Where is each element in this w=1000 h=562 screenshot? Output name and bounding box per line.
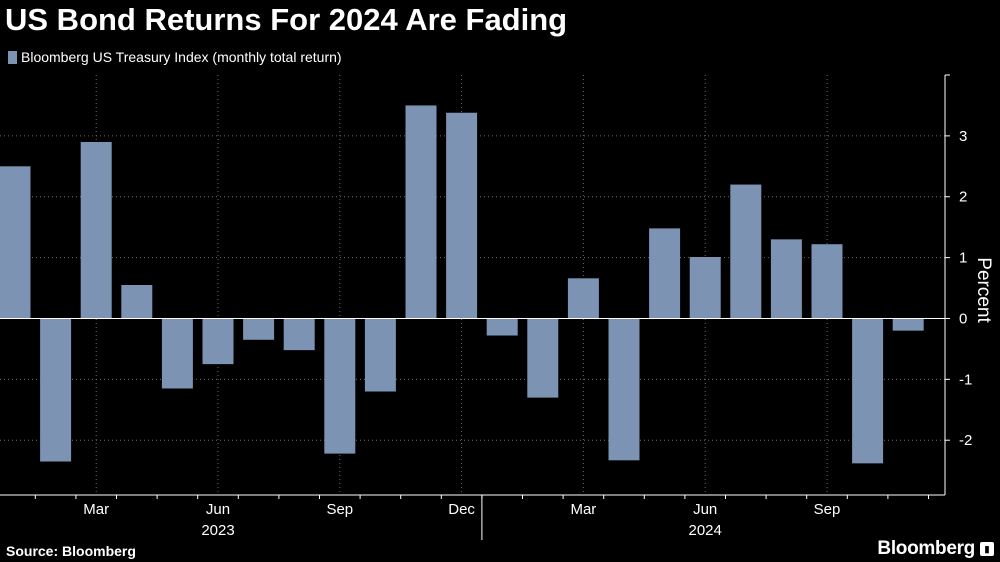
bloomberg-logo: Bloomberg <box>877 538 975 559</box>
bar-2023-10 <box>364 318 396 392</box>
y-tick-label: -1 <box>959 371 972 388</box>
bar-2024-02 <box>527 318 559 398</box>
x-year-label: 2023 <box>201 522 234 539</box>
bar-2023-04 <box>121 285 153 319</box>
y-axis-title: Percent <box>973 257 994 323</box>
bar-2024-06 <box>689 257 721 319</box>
x-tick-label: Mar <box>570 501 596 518</box>
bar-2024-10 <box>852 318 884 464</box>
bar-2023-12 <box>446 112 478 319</box>
bar-2023-07 <box>243 318 275 340</box>
x-tick-label: Jun <box>693 501 717 518</box>
bar-2024-01 <box>486 318 518 336</box>
y-tick-label: 1 <box>959 250 967 267</box>
bar-2024-11 <box>892 318 924 331</box>
y-tick-label: 0 <box>959 310 967 327</box>
x-tick-label: Jun <box>206 501 230 518</box>
x-year-label: 2024 <box>689 522 722 539</box>
bar-2023-02 <box>40 318 72 462</box>
bar-2024-03 <box>567 278 599 319</box>
bar-2024-07 <box>730 184 762 319</box>
x-tick-label: Sep <box>814 501 841 518</box>
legend-swatch <box>8 50 17 64</box>
x-tick-label: Mar <box>83 501 109 518</box>
bar-2024-09 <box>811 244 843 319</box>
bar-2023-01 <box>0 166 31 319</box>
legend-label: Bloomberg US Treasury Index (monthly tot… <box>21 49 342 65</box>
bar-2023-08 <box>283 318 315 351</box>
bar-2024-05 <box>649 228 681 319</box>
bar-2023-05 <box>161 318 193 389</box>
bar-2023-03 <box>80 141 112 319</box>
y-tick-label: 3 <box>959 128 967 145</box>
bar-2024-08 <box>770 239 802 319</box>
chart-icon: ▮ <box>980 542 994 556</box>
y-tick-label: -2 <box>959 432 972 449</box>
bar-2023-09 <box>324 318 356 454</box>
source-note: Source: Bloomberg <box>6 543 136 559</box>
bar-2024-04 <box>608 318 640 461</box>
chart-title: US Bond Returns For 2024 Are Fading <box>5 2 568 37</box>
x-tick-label: Dec <box>448 501 475 518</box>
bar-2023-11 <box>405 105 437 319</box>
legend: Bloomberg US Treasury Index (monthly tot… <box>8 49 342 65</box>
y-tick-label: 2 <box>959 189 967 206</box>
x-tick-label: Sep <box>326 501 353 518</box>
bar-2023-06 <box>202 318 234 365</box>
